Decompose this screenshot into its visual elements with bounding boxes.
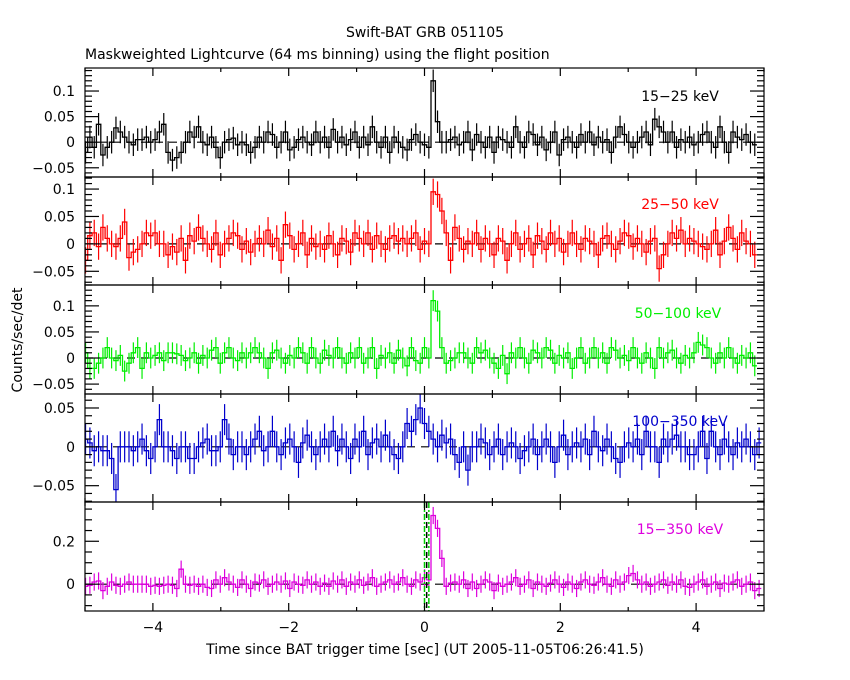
x-axis: −4 −2 0 2 4 (143, 620, 701, 636)
series-2 (85, 290, 757, 385)
energy-band-label: 50−100 keV (635, 306, 722, 322)
panel-frame (84, 67, 765, 178)
y-tick-label: 0 (66, 440, 75, 456)
energy-band-label: 15−25 keV (641, 89, 719, 105)
y-tick-label: 0 (66, 351, 75, 367)
panel-15-25-kev: −0.05 0 0.05 0.1 15−25 keV (32, 67, 765, 178)
y-tick-label: 0.1 (53, 182, 75, 198)
y-tick-label: 0 (66, 135, 75, 151)
y-tick-label: 0 (66, 237, 75, 253)
x-tick-label: −2 (278, 620, 299, 636)
y-tick-label: 0.2 (53, 534, 75, 550)
y-tick-label: 0.1 (53, 299, 75, 315)
chart-title: Swift-BAT GRB 051105 (346, 25, 504, 41)
series-4 (85, 506, 762, 600)
y-tick-label: 0.05 (44, 401, 75, 417)
lightcurve-step (85, 80, 757, 161)
y-axis-label: Counts/sec/det (10, 287, 26, 392)
energy-band-label: 25−50 keV (641, 197, 719, 213)
chart-subtitle: Maskweighted Lightcurve (64 ms binning) … (85, 47, 550, 63)
x-tick-label: 4 (692, 620, 701, 636)
x-tick-label: 0 (420, 620, 429, 636)
x-tick-label: 2 (556, 620, 565, 636)
panel-15-350-kev: 0 0.2 15−350 keV (53, 501, 765, 612)
lightcurve-step (85, 299, 757, 375)
y-tick-label: 0.05 (44, 209, 75, 225)
y-tick-label: 0.1 (53, 84, 75, 100)
x-axis-label: Time since BAT trigger time [sec] (UT 20… (205, 642, 644, 658)
panels: −0.05 0 0.05 0.1 15−25 keV −0.05 0 0.05 0.1 25−50… (32, 67, 765, 612)
y-tick-label: −0.05 (32, 377, 75, 393)
panel-100-350-kev: −0.05 0 0.05 100−350 keV (32, 393, 765, 503)
x-tick-label: −4 (143, 620, 164, 636)
lightcurve-step (85, 191, 757, 270)
y-tick-label: −0.05 (32, 161, 75, 177)
lightcurve-step (85, 407, 762, 491)
y-tick-label: 0.05 (44, 110, 75, 126)
series-0 (85, 69, 757, 172)
panel-25-50-kev: −0.05 0 0.05 0.1 25−50 keV (32, 176, 765, 286)
energy-band-label: 15−350 keV (637, 522, 724, 538)
energy-band-label: 100−350 keV (632, 414, 728, 430)
series-3 (85, 394, 762, 502)
series-1 (85, 178, 757, 282)
y-tick-label: 0 (66, 577, 75, 593)
panel-50-100-kev: −0.05 0 0.05 0.1 50−100 keV (32, 284, 765, 395)
y-tick-label: −0.05 (32, 264, 75, 280)
y-tick-label: −0.05 (32, 479, 75, 495)
y-tick-label: 0.05 (44, 325, 75, 341)
